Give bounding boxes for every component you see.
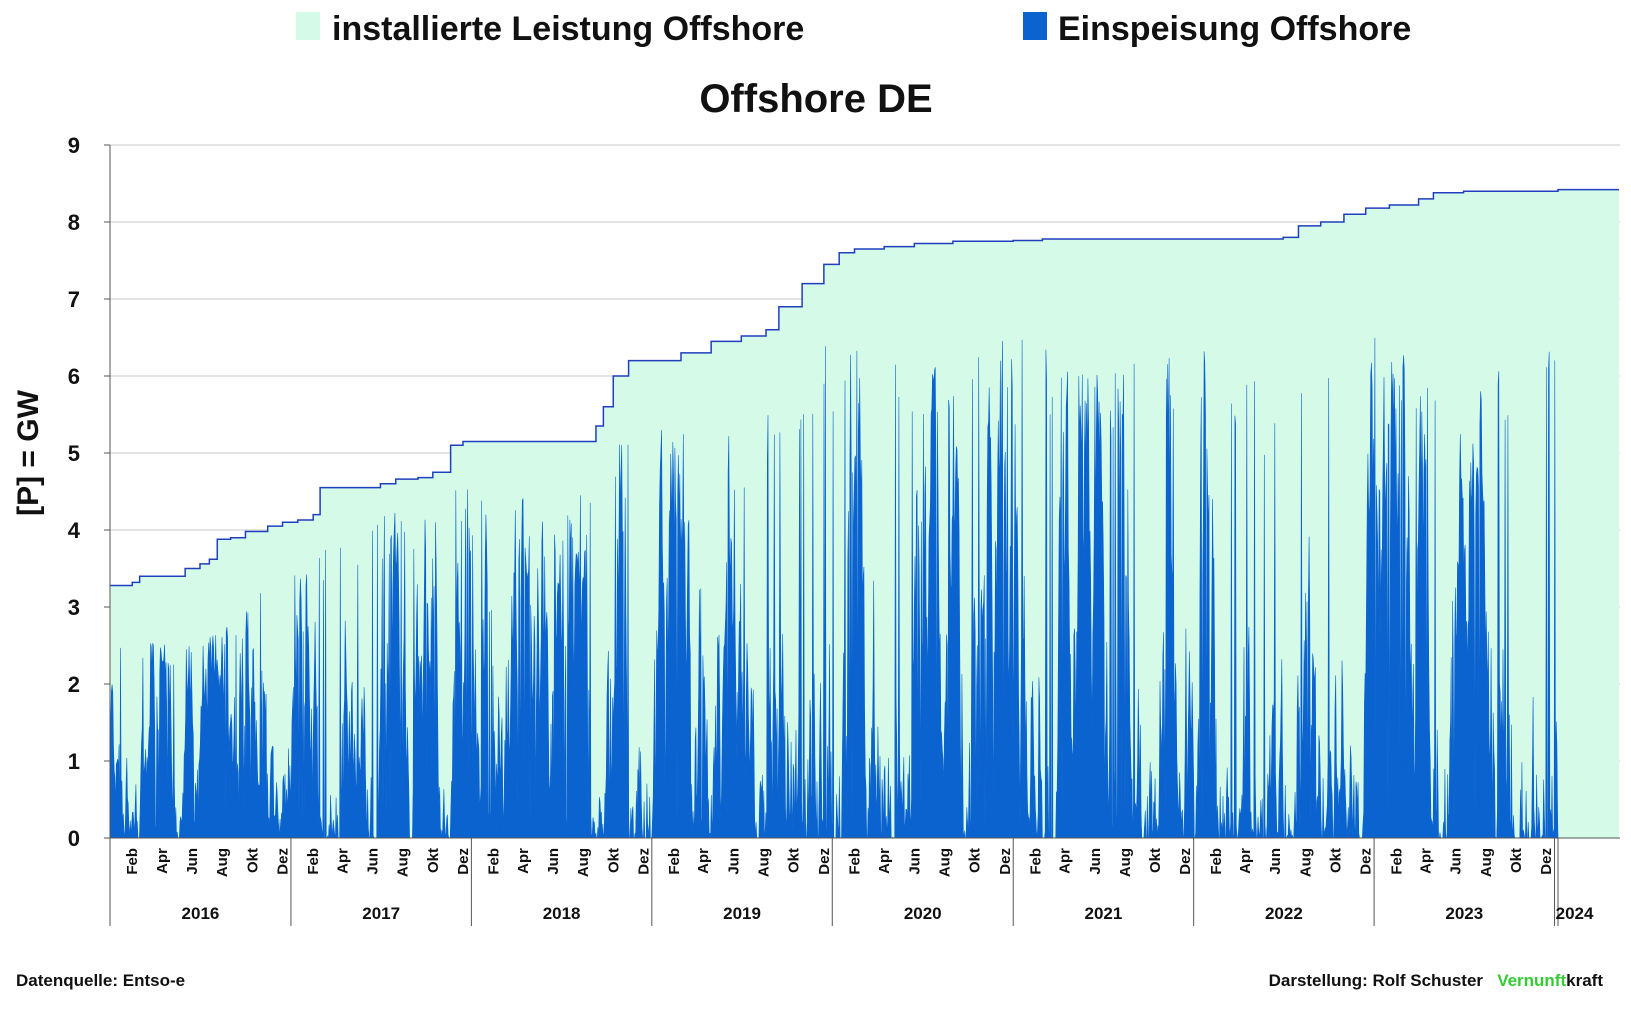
- year-label-2023: 2023: [1445, 904, 1483, 923]
- y-axis-label: [P] = GW: [12, 389, 45, 516]
- year-label-2017: 2017: [362, 904, 400, 923]
- month-label-2019-Feb: Feb: [666, 848, 683, 875]
- month-label-2018-Dez: Dez: [635, 848, 652, 875]
- month-label-2018-Feb: Feb: [486, 848, 503, 875]
- month-label-2016-Okt: Okt: [244, 848, 261, 873]
- month-label-2016-Dez: Dez: [275, 848, 292, 875]
- legend-installed-swatch: [296, 12, 320, 40]
- month-label-2017-Feb: Feb: [305, 848, 322, 875]
- month-label-2019-Jun: Jun: [725, 848, 742, 875]
- month-label-2016-Feb: Feb: [124, 848, 141, 875]
- month-label-2021-Dez: Dez: [1177, 848, 1194, 875]
- month-label-2023-Feb: Feb: [1388, 848, 1405, 875]
- y-tick-label-3: 3: [68, 595, 80, 620]
- month-label-2020-Okt: Okt: [967, 848, 984, 873]
- month-label-2017-Apr: Apr: [334, 848, 351, 874]
- month-label-2019-Aug: Aug: [756, 848, 773, 877]
- y-tick-label-4: 4: [68, 518, 81, 543]
- month-label-2017-Dez: Dez: [455, 848, 472, 875]
- y-tick-label-5: 5: [68, 441, 80, 466]
- brand-green-part: Vernunft: [1497, 971, 1567, 990]
- month-label-2023-Okt: Okt: [1508, 848, 1525, 873]
- month-label-2016-Jun: Jun: [184, 848, 201, 875]
- month-label-2020-Aug: Aug: [937, 848, 954, 877]
- y-tick-label-2: 2: [68, 672, 80, 697]
- month-label-2016-Apr: Apr: [154, 848, 171, 874]
- year-label-2020: 2020: [904, 904, 942, 923]
- year-label-2018: 2018: [543, 904, 581, 923]
- month-label-2022-Feb: Feb: [1208, 848, 1225, 875]
- year-label-2024: 2024: [1556, 904, 1594, 923]
- tick-label-layer: 0 1 2 3 4 5 6 7 8 9 2016 Feb Apr Jun Aug Okt Dez 2017 Feb A…: [68, 133, 1594, 923]
- month-label-2021-Feb: Feb: [1028, 848, 1045, 875]
- month-label-2022-Okt: Okt: [1328, 848, 1345, 873]
- month-label-2019-Apr: Apr: [695, 848, 712, 874]
- month-label-2023-Apr: Apr: [1418, 848, 1435, 874]
- month-label-2017-Jun: Jun: [365, 848, 382, 875]
- month-label-2022-Dez: Dez: [1358, 848, 1375, 875]
- legend-feed-swatch: [1023, 12, 1047, 40]
- y-tick-label-6: 6: [68, 364, 80, 389]
- month-label-2022-Apr: Apr: [1237, 848, 1254, 874]
- month-label-2022-Aug: Aug: [1297, 848, 1314, 877]
- axis-layer: [104, 144, 1620, 926]
- year-label-2022: 2022: [1265, 904, 1303, 923]
- brand-black-part: kraft: [1566, 971, 1603, 990]
- year-label-2019: 2019: [723, 904, 761, 923]
- month-label-2017-Aug: Aug: [395, 848, 412, 877]
- y-tick-label-1: 1: [68, 749, 80, 774]
- legend-installed-label: installierte Leistung Offshore: [332, 10, 804, 48]
- year-label-2016: 2016: [182, 904, 220, 923]
- month-label-2018-Jun: Jun: [545, 848, 562, 875]
- month-label-2020-Apr: Apr: [876, 848, 893, 874]
- month-label-2021-Aug: Aug: [1117, 848, 1134, 877]
- month-label-2020-Dez: Dez: [997, 848, 1014, 875]
- month-label-2019-Dez: Dez: [816, 848, 833, 875]
- month-label-2020-Feb: Feb: [847, 848, 864, 875]
- month-label-2023-Jun: Jun: [1448, 848, 1465, 875]
- installed-capacity-line: [110, 188, 1619, 587]
- y-tick-label-0: 0: [68, 826, 80, 851]
- credit-note: Darstellung: Rolf Schuster Vernunftkraft: [1269, 971, 1603, 991]
- month-label-2019-Okt: Okt: [786, 848, 803, 873]
- month-label-2021-Apr: Apr: [1057, 848, 1074, 874]
- month-label-2020-Jun: Jun: [906, 848, 923, 875]
- y-tick-label-9: 9: [68, 133, 80, 158]
- chart-title: Offshore DE: [699, 77, 932, 121]
- month-label-2022-Jun: Jun: [1267, 848, 1284, 875]
- data-source-note: Datenquelle: Entso-e: [16, 971, 186, 990]
- month-label-2018-Okt: Okt: [605, 848, 622, 873]
- month-label-2018-Aug: Aug: [575, 848, 592, 877]
- legend-feed-label: Einspeisung Offshore: [1058, 10, 1411, 48]
- month-label-2016-Aug: Aug: [214, 848, 231, 877]
- month-label-2023-Aug: Aug: [1478, 848, 1495, 877]
- credit-text: Darstellung: Rolf Schuster: [1268, 971, 1484, 990]
- month-label-2023-Dez: Dez: [1538, 848, 1555, 875]
- month-label-2021-Jun: Jun: [1087, 848, 1104, 875]
- month-label-2017-Okt: Okt: [425, 848, 442, 873]
- month-label-2018-Apr: Apr: [515, 848, 532, 874]
- y-tick-label-7: 7: [68, 287, 80, 312]
- year-label-2021: 2021: [1085, 904, 1123, 923]
- y-tick-label-8: 8: [68, 210, 80, 235]
- month-label-2021-Okt: Okt: [1147, 848, 1164, 873]
